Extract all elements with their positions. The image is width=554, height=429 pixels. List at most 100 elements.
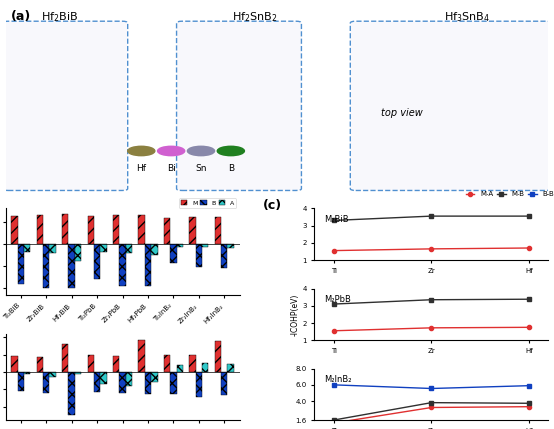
Bar (43, 372, 49, 393)
Line: M-B: M-B (332, 297, 531, 306)
Text: M₂InB₂: M₂InB₂ (324, 375, 351, 384)
Bar (170, 244, 177, 263)
Bar (126, 244, 132, 253)
Bar (94, 244, 100, 279)
Bar (126, 372, 132, 386)
Bar (119, 244, 126, 286)
M-A (428, 405, 435, 410)
Bar (75, 244, 81, 260)
Bar (49, 372, 56, 377)
M-B (526, 214, 532, 219)
Text: Sn: Sn (195, 164, 207, 173)
Bar (202, 363, 208, 372)
M-A (331, 420, 337, 426)
Line: M-A: M-A (332, 405, 531, 425)
M-B (428, 214, 435, 219)
M-B (526, 401, 532, 406)
Bar (37, 215, 43, 244)
Bar (24, 244, 30, 252)
Bar (202, 244, 208, 247)
Circle shape (187, 146, 214, 156)
FancyBboxPatch shape (350, 21, 551, 190)
Bar (49, 244, 56, 253)
Bar (151, 244, 157, 255)
Bar (62, 344, 69, 372)
Circle shape (127, 146, 155, 156)
Text: Hf$_2$BiB: Hf$_2$BiB (41, 10, 79, 24)
Text: M₂PbB: M₂PbB (324, 295, 351, 304)
Bar (24, 372, 30, 375)
Bar (100, 372, 107, 384)
M-B (428, 400, 435, 405)
M-B (331, 302, 337, 307)
Bar (11, 216, 18, 244)
Bar (228, 364, 234, 372)
Bar (164, 355, 170, 372)
Bar (75, 372, 81, 374)
B-B (331, 382, 337, 387)
Bar (94, 372, 100, 392)
Bar (228, 244, 234, 248)
Text: Hf$_2$SnB$_2$: Hf$_2$SnB$_2$ (233, 10, 278, 24)
Bar (189, 217, 196, 244)
Line: B-B: B-B (332, 383, 531, 390)
Text: Hf: Hf (136, 164, 146, 173)
Bar (138, 340, 145, 372)
Circle shape (157, 146, 184, 156)
B-B (428, 386, 435, 391)
Bar (196, 372, 202, 397)
Bar (189, 355, 196, 372)
Bar (138, 215, 145, 244)
Bar (18, 372, 24, 391)
Bar (177, 244, 183, 247)
Line: M-A: M-A (332, 325, 531, 333)
Bar (43, 244, 49, 288)
Bar (145, 372, 151, 394)
FancyBboxPatch shape (177, 21, 301, 190)
Bar (18, 244, 24, 284)
Bar (69, 244, 75, 288)
Bar (170, 372, 177, 394)
Bar (196, 244, 202, 267)
Bar (113, 215, 119, 244)
M-A (526, 325, 532, 330)
M-A (428, 246, 435, 251)
Bar (221, 244, 228, 268)
Bar (62, 214, 69, 244)
Bar (177, 365, 183, 372)
Bar (119, 372, 126, 393)
Text: (c): (c) (263, 199, 282, 212)
M-B (331, 417, 337, 423)
Line: M-A: M-A (332, 246, 531, 253)
M-A (526, 245, 532, 251)
Bar (113, 356, 119, 372)
Legend: M-A, M-B, B-B: M-A, M-B, B-B (463, 189, 554, 200)
Circle shape (217, 146, 244, 156)
Y-axis label: -ICOHP(eV): -ICOHP(eV) (290, 293, 300, 335)
Text: (a): (a) (11, 10, 31, 23)
Bar (37, 357, 43, 372)
Text: B: B (228, 164, 234, 173)
M-A (331, 328, 337, 333)
Bar (145, 244, 151, 286)
Text: top view: top view (381, 109, 423, 118)
M-B (331, 218, 337, 223)
Bar (151, 372, 157, 382)
Bar (215, 341, 221, 372)
Line: M-B: M-B (332, 214, 531, 223)
M-A (428, 325, 435, 330)
Bar (88, 216, 94, 244)
B-B (526, 383, 532, 388)
Text: Bi: Bi (167, 164, 176, 173)
FancyBboxPatch shape (3, 21, 128, 190)
Bar (88, 355, 94, 372)
M-A (526, 404, 532, 409)
Legend: M, B, A: M, B, A (179, 199, 237, 208)
Bar (11, 356, 18, 372)
Text: Hf$_3$SnB$_4$: Hf$_3$SnB$_4$ (444, 10, 490, 24)
M-A (331, 248, 337, 253)
Bar (164, 218, 170, 244)
Line: M-B: M-B (332, 401, 531, 422)
Bar (100, 244, 107, 252)
M-B (526, 296, 532, 302)
